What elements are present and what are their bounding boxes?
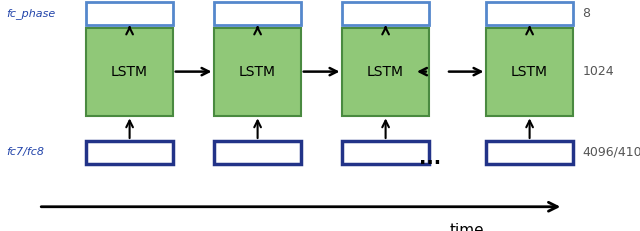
Bar [486, 28, 573, 116]
Text: LSTM: LSTM [367, 65, 404, 79]
Text: time: time [450, 223, 484, 231]
Text: 8: 8 [582, 7, 590, 20]
Bar [86, 141, 173, 164]
Bar [214, 2, 301, 25]
Text: ...: ... [419, 149, 441, 168]
Text: fc7/fc8: fc7/fc8 [6, 147, 44, 158]
Bar [214, 28, 301, 116]
Text: LSTM: LSTM [511, 65, 548, 79]
Bar [342, 2, 429, 25]
Text: LSTM: LSTM [111, 65, 148, 79]
Bar [486, 141, 573, 164]
Bar [486, 2, 573, 25]
Bar [342, 28, 429, 116]
Text: fc_phase: fc_phase [6, 8, 56, 19]
Text: 4096/4103: 4096/4103 [582, 146, 640, 159]
Bar [214, 141, 301, 164]
Bar [86, 2, 173, 25]
Text: LSTM: LSTM [239, 65, 276, 79]
Bar [342, 141, 429, 164]
Text: 1024: 1024 [582, 65, 614, 78]
Bar [86, 28, 173, 116]
